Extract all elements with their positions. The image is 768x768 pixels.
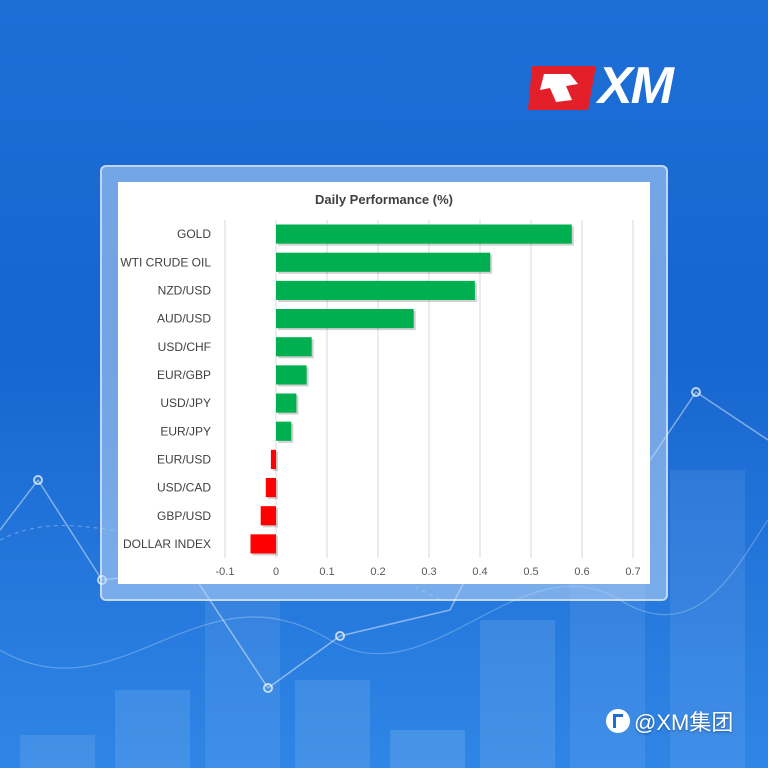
xm-logo [528,66,596,110]
category-label: GOLD [177,227,211,241]
bar [276,280,475,300]
category-label: AUD/USD [157,312,211,326]
category-label: EUR/GBP [157,368,211,382]
bar [276,309,414,329]
category-label: EUR/JPY [160,424,211,438]
category-label: NZD/USD [158,283,212,297]
category-label: USD/CAD [157,481,211,495]
bar [276,252,491,272]
bar [276,337,312,357]
category-label: GBP/USD [157,509,211,523]
bar [250,534,276,554]
category-label: USD/JPY [160,396,211,410]
x-tick-label: 0.6 [574,566,589,578]
category-label: EUR/USD [157,452,211,466]
x-tick-label: -0.1 [216,566,235,578]
bar [270,449,276,469]
bar [276,224,572,244]
x-tick-label: 0.4 [472,566,487,578]
x-tick-label: 0.1 [319,566,334,578]
chart-title: Daily Performance (%) [315,192,453,207]
x-tick-label: 0 [273,566,279,578]
x-tick-label: 0.3 [421,566,436,578]
watermark: @XM集团 [606,704,733,738]
bar [276,421,292,441]
category-label: WTI CRUDE OIL [120,255,211,269]
social-circle-icon [606,709,630,733]
category-label: DOLLAR INDEX [123,537,211,551]
category-label: USD/CHF [158,340,211,354]
bar [260,506,276,526]
x-tick-label: 0.2 [370,566,385,578]
watermark-text: @XM集团 [634,710,734,735]
bar [276,393,297,413]
bar [276,365,307,385]
bar [265,478,276,498]
chart-card: Daily Performance (%) -0.1 0 0.1 0.2 0.3 0.4 0… [118,182,650,584]
x-tick-label: 0.7 [625,566,640,578]
x-tick-label: 0.5 [523,566,538,578]
logo-wordmark: XM [598,57,674,115]
bar-chart: -0.1 0 0.1 0.2 0.3 0.4 0.5 0.6 0.7 GOLD WTI CRUDE … [120,220,641,578]
